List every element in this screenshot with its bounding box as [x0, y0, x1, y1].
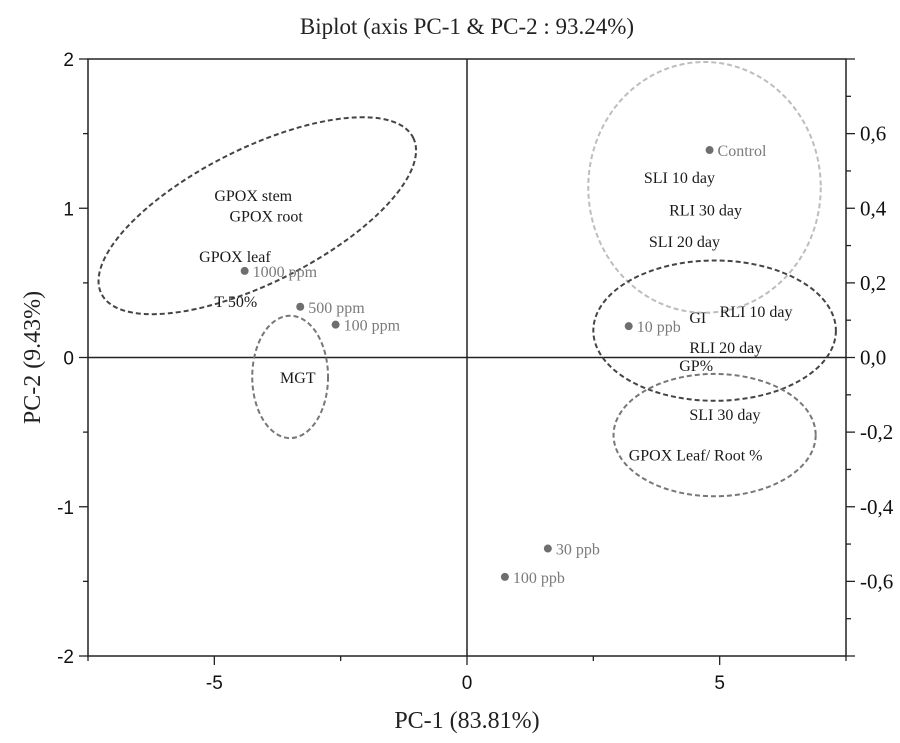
variable-label: SLI 10 day [644, 170, 715, 187]
variable-label: SLI 20 day [649, 234, 720, 251]
variable-label: RLI 20 day [689, 340, 762, 357]
observation-point [331, 320, 340, 329]
chart-title: Biplot (axis PC-1 & PC-2 : 93.24%) [300, 14, 634, 39]
y2-tick-label: 0,4 [860, 196, 887, 220]
variable-label: T 50% [214, 294, 257, 311]
x-tick-label: -5 [206, 673, 223, 694]
group-ellipse [251, 314, 330, 440]
observation-point [500, 572, 509, 581]
observation-point [240, 266, 249, 275]
variable-label: GPOX stem [214, 188, 292, 205]
y-tick-label: 2 [63, 50, 74, 71]
y2-tick-label: -0,4 [860, 495, 894, 519]
y2-tick-label: 0,0 [860, 346, 886, 370]
y-tick-label: -2 [57, 647, 74, 668]
variable-label: SLI 30 day [689, 407, 760, 424]
group-ellipse [612, 372, 817, 498]
y-tick-label: -1 [57, 498, 74, 519]
group-ellipse [592, 259, 837, 402]
y-tick-label: 0 [63, 349, 74, 370]
observation-label: 100 ppm [344, 318, 401, 335]
y2-tick-label: -0,2 [860, 420, 893, 444]
y2-tick-label: 0,2 [860, 271, 886, 295]
x-tick-label: 5 [714, 673, 725, 694]
observation-label: 500 ppm [308, 300, 365, 317]
observation-point [624, 322, 633, 331]
variable-label: RLI 10 day [720, 304, 793, 321]
variable-label: GPOX root [229, 209, 303, 226]
variable-label: GI [689, 310, 706, 327]
observation-label: 30 ppb [556, 542, 600, 559]
y2-tick-label: 0,6 [860, 122, 886, 146]
x-axis-title: PC-1 (83.81%) [394, 708, 539, 734]
variable-label: GP% [679, 358, 713, 375]
group-ellipse [97, 116, 418, 316]
observation-label: Control [718, 143, 767, 160]
observation-label: 1000 ppm [253, 264, 318, 281]
variable-label: RLI 30 day [669, 203, 742, 220]
group-ellipse [587, 60, 822, 314]
observation-point [543, 544, 552, 553]
observation-label: 100 ppb [513, 570, 565, 587]
variable-label: GPOX Leaf/ Root % [629, 448, 763, 465]
y2-tick-label: -0,6 [860, 569, 893, 593]
observation-point [705, 146, 714, 155]
variable-label: GPOX leaf [199, 249, 271, 266]
x-tick-label: 0 [462, 673, 473, 694]
observation-label: 10 ppb [637, 319, 681, 336]
variable-label: MGT [280, 370, 316, 387]
observation-point [296, 302, 305, 311]
y-axis-title: PC-2 (9.43%) [20, 291, 46, 424]
y-tick-label: 1 [63, 199, 74, 220]
